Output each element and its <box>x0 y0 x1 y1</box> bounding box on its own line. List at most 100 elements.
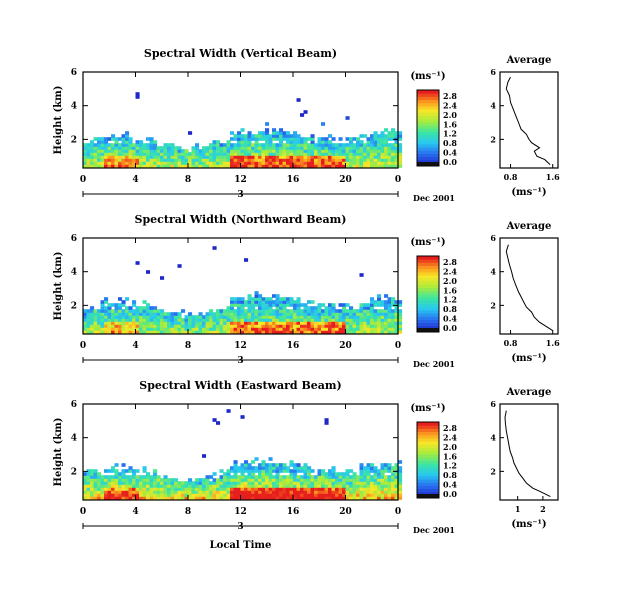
heatmap-cell <box>195 481 200 485</box>
heatmap-cell <box>279 478 284 482</box>
heatmap-cell <box>310 158 315 162</box>
heatmap-cell <box>303 110 308 114</box>
heatmap-cell <box>272 158 277 162</box>
colorbar-swatch <box>417 124 439 129</box>
heatmap-cell <box>331 306 336 310</box>
heatmap-cell <box>223 149 228 153</box>
heatmap-cell <box>128 478 133 482</box>
heatmap-cell <box>160 312 165 316</box>
heatmap-cell <box>398 493 403 497</box>
heatmap-cell <box>188 481 193 485</box>
heatmap-cell <box>237 324 242 328</box>
heatmap-cell <box>258 137 263 141</box>
heatmap-cell <box>104 152 109 156</box>
colorbar-swatch <box>417 309 439 314</box>
heatmap-cell <box>356 137 361 141</box>
heatmap-cell <box>107 155 112 159</box>
heatmap-cell <box>268 330 273 334</box>
y-tick-label: 4 <box>71 434 77 444</box>
heatmap-cell <box>373 146 378 150</box>
heatmap-cell <box>135 496 140 500</box>
heatmap-cell <box>209 164 214 168</box>
heatmap-cell <box>205 490 210 494</box>
heatmap-cell <box>272 487 277 491</box>
heatmap-cell <box>132 487 137 491</box>
heatmap-cell <box>191 496 196 500</box>
heatmap-cell <box>104 306 109 310</box>
heatmap-cell <box>177 164 182 168</box>
heatmap-cell <box>142 490 147 494</box>
heatmap-cell <box>317 158 322 162</box>
heatmap-cell <box>268 140 273 144</box>
heatmap-cell <box>380 327 385 331</box>
colorbar-swatch <box>417 319 439 323</box>
heatmap-cell <box>107 318 112 322</box>
heatmap-cell <box>324 327 329 331</box>
heatmap-cell <box>254 294 259 298</box>
heatmap-cell <box>363 155 368 159</box>
heatmap-cell <box>391 496 396 500</box>
heatmap-cell <box>317 164 322 168</box>
heatmap-cell <box>398 484 403 488</box>
heatmap-cell <box>107 161 112 165</box>
heatmap-cell <box>282 146 287 150</box>
heatmap-cell <box>139 475 144 479</box>
heatmap-cell <box>97 327 102 331</box>
profile-y-tick-label: 6 <box>490 399 496 409</box>
heatmap-cell <box>118 315 123 319</box>
heatmap-cell <box>338 478 343 482</box>
heatmap-cell <box>387 463 392 467</box>
colorbar-swatch <box>417 469 439 474</box>
heatmap-cell <box>163 315 168 319</box>
heatmap-cell <box>121 481 126 485</box>
heatmap-cell <box>303 143 308 147</box>
heatmap-cell <box>156 493 161 497</box>
heatmap-cell <box>398 490 403 494</box>
heatmap-cell <box>387 318 392 322</box>
heatmap-cell <box>338 496 343 500</box>
heatmap-cell <box>258 463 263 467</box>
heatmap-cell <box>352 164 357 168</box>
heatmap-cell <box>317 318 322 322</box>
heatmap-cell <box>321 472 326 476</box>
heatmap-cell <box>135 487 140 491</box>
heatmap-cells <box>83 92 403 168</box>
heatmap-cell <box>83 158 88 162</box>
heatmap-cell <box>254 475 259 479</box>
heatmap-cell <box>282 131 287 135</box>
heatmap-cell <box>286 146 291 150</box>
heatmap-cell <box>279 164 284 168</box>
heatmap-cell <box>296 309 301 313</box>
heatmap-cell <box>142 493 147 497</box>
heatmap-cell <box>377 164 382 168</box>
heatmap-cell <box>377 315 382 319</box>
heatmap-cell <box>363 330 368 334</box>
heatmap-cell <box>132 315 137 319</box>
heatmap-cell <box>86 143 91 147</box>
heatmap-cell <box>314 152 319 156</box>
heatmap-cell <box>335 155 340 159</box>
heatmap-cell <box>310 493 315 497</box>
heatmap-cell <box>170 478 175 482</box>
heatmap-cell <box>83 146 88 150</box>
heatmap-cell <box>156 327 161 331</box>
heatmap-cell <box>328 143 333 147</box>
heatmap-cell <box>121 330 126 334</box>
heatmap-cell <box>142 309 147 313</box>
heatmap-cell <box>265 496 270 500</box>
heatmap-cell <box>324 143 329 147</box>
heatmap-cell <box>223 481 228 485</box>
heatmap-cell <box>107 490 112 494</box>
heatmap-cell <box>394 463 399 467</box>
heatmap-cell <box>118 493 123 497</box>
heatmap-cell <box>265 140 270 144</box>
heatmap-cell <box>380 161 385 165</box>
heatmap-cell <box>275 152 280 156</box>
heatmap-cell <box>247 140 252 144</box>
heatmap-cell <box>195 484 200 488</box>
heatmap-cell <box>310 490 315 494</box>
heatmap-cell <box>303 158 308 162</box>
heatmap-cell <box>209 484 214 488</box>
heatmap-cell <box>279 143 284 147</box>
heatmap-cell <box>356 330 361 334</box>
